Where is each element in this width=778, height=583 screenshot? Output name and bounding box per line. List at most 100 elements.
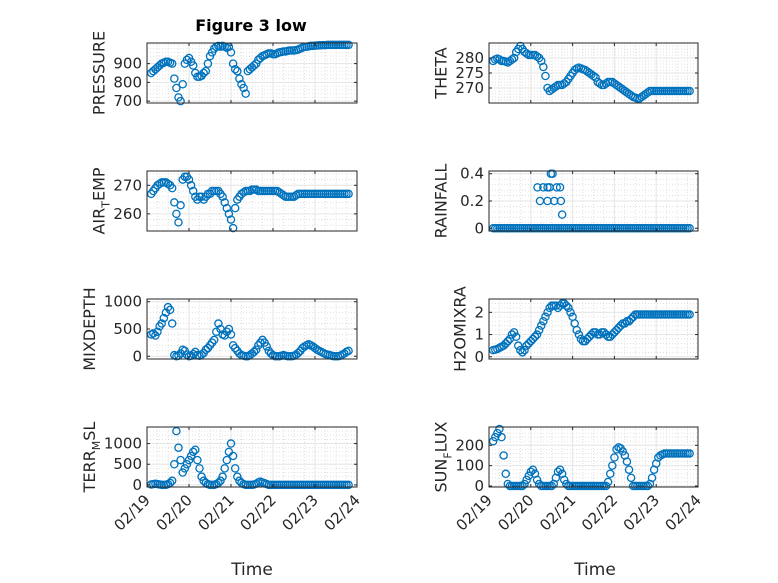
x-tick-label: 02/22: [237, 491, 280, 534]
data-point: [582, 334, 592, 344]
data-point: [647, 473, 657, 483]
data-point: [559, 299, 569, 308]
data-point: [203, 59, 213, 68]
data-point: [199, 68, 208, 78]
data-point: [499, 341, 508, 350]
data-point: [195, 464, 204, 473]
data-point: [298, 343, 307, 353]
data-point: [233, 472, 242, 481]
y-tick-label: 270: [113, 176, 142, 194]
data-point: [226, 439, 236, 448]
data-point: [201, 345, 211, 354]
data-point: [201, 66, 211, 76]
data-point: [186, 451, 196, 461]
data-point: [576, 334, 586, 344]
data-point: [344, 189, 353, 199]
data-point: [251, 345, 261, 354]
data-point: [553, 303, 563, 313]
x-tick-label: 02/24: [662, 491, 705, 534]
y-tick-label: 500: [113, 320, 142, 338]
data-point: [591, 328, 600, 337]
data-point: [539, 316, 548, 326]
data-point: [643, 88, 653, 97]
y-axis-label: TERRMSL: [80, 422, 103, 494]
data-point: [184, 175, 194, 184]
y-tick-label: 275: [455, 64, 484, 82]
data-point: [503, 336, 513, 346]
data-point: [188, 447, 198, 457]
y-tick-label: 260: [113, 205, 142, 223]
data-point: [616, 321, 625, 330]
data-point: [526, 467, 536, 476]
data-point: [559, 79, 569, 88]
data-point: [161, 308, 171, 317]
data-point: [344, 480, 353, 490]
data-point: [495, 424, 504, 434]
data-point: [293, 348, 303, 358]
data-point: [197, 350, 206, 359]
data-point: [220, 464, 229, 473]
data-point: [524, 339, 533, 348]
data-point: [511, 332, 521, 342]
y-axis-label: AIRTEMP: [90, 167, 113, 234]
y-axis-label: MIXDEPTH: [80, 287, 99, 370]
data-point: [340, 349, 349, 358]
data-point: [176, 201, 185, 210]
data-point: [172, 426, 181, 436]
data-point: [214, 478, 223, 488]
data-point: [685, 310, 694, 319]
data-point: [180, 464, 190, 473]
data-point: [251, 185, 261, 194]
data-point: [174, 443, 183, 452]
data-point: [601, 330, 611, 339]
data-point: [218, 472, 227, 481]
data-point: [595, 79, 605, 88]
data-point: [149, 329, 158, 338]
data-point: [184, 455, 194, 465]
x-tick-label: 02/24: [321, 491, 364, 534]
data-point: [599, 328, 609, 337]
series-markers: [489, 299, 694, 357]
data-point: [167, 319, 177, 328]
data-point: [605, 469, 615, 479]
data-point: [534, 325, 544, 335]
data-point: [176, 96, 185, 106]
data-point: [186, 181, 196, 190]
data-point: [224, 209, 234, 219]
data-point: [256, 53, 265, 63]
data-point: [174, 218, 183, 227]
data-point: [182, 55, 192, 65]
data-point: [533, 183, 542, 192]
data-point: [235, 74, 244, 83]
data-point: [157, 319, 166, 328]
data-point: [216, 476, 225, 486]
data-point: [552, 183, 561, 192]
series-markers: [489, 41, 694, 103]
data-point: [178, 468, 187, 477]
data-point: [182, 459, 192, 469]
x-tick-label: 02/21: [195, 491, 238, 534]
y-tick-label: 270: [455, 79, 484, 97]
data-point: [489, 56, 498, 66]
y-tick-label: 0: [132, 347, 142, 365]
x-tick-label: 02/19: [111, 491, 154, 534]
data-point: [572, 325, 582, 335]
data-point: [555, 465, 565, 474]
data-point: [585, 332, 594, 342]
data-point: [555, 301, 565, 310]
data-point: [603, 477, 613, 487]
data-point: [622, 457, 632, 466]
x-tick-label: 02/19: [453, 491, 496, 534]
data-point: [601, 79, 611, 88]
data-point: [165, 478, 175, 488]
data-point: [553, 467, 563, 476]
data-point: [222, 455, 232, 465]
x-tick-label: 02/23: [620, 491, 663, 534]
data-point: [601, 481, 611, 491]
data-point: [489, 436, 498, 446]
series-markers: [489, 169, 694, 233]
data-point: [230, 65, 240, 74]
axes-box: [488, 298, 699, 360]
data-point: [520, 345, 529, 355]
